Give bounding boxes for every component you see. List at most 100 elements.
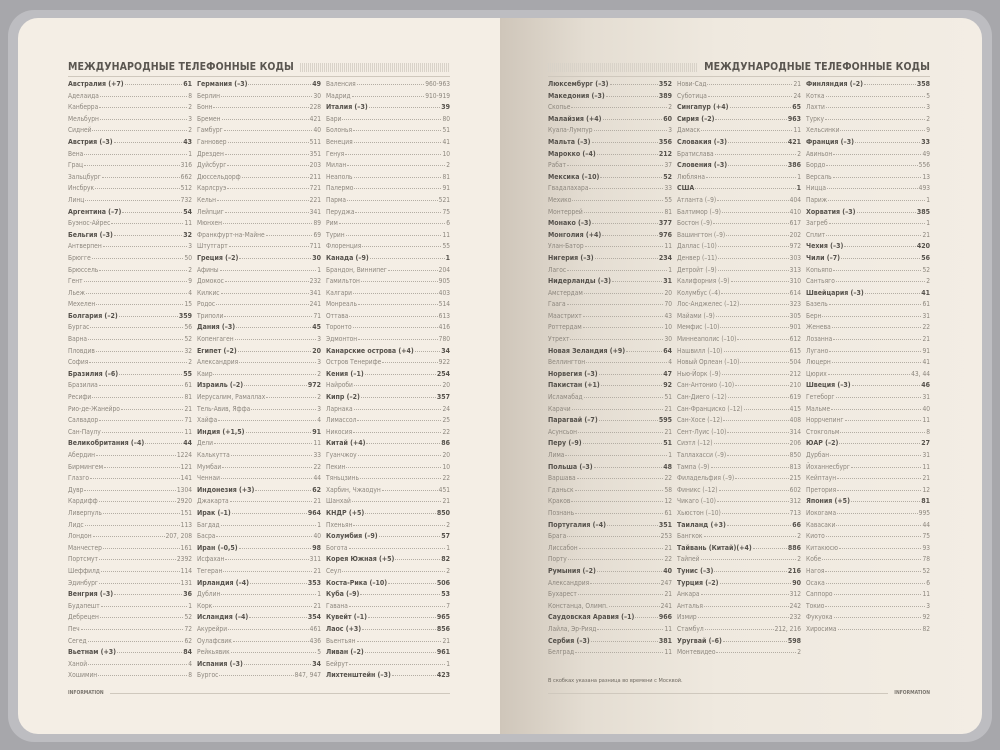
dot-leader — [84, 165, 180, 167]
phone-code: 2 — [797, 555, 801, 564]
dot-leader — [566, 304, 664, 306]
place-name: Словакия (–3) — [677, 137, 728, 146]
city-row: Дебрецен 52 — [68, 613, 192, 625]
city-row: Анкара 312 — [677, 590, 801, 602]
city-row: Монреаль 514 — [326, 300, 450, 312]
place-name: Сан-Франциско (–12) — [677, 404, 743, 413]
place-name: Остров Тенерифе — [326, 358, 382, 367]
phone-code: 81 — [664, 207, 672, 216]
dot-leader — [714, 153, 797, 155]
place-name: Никосия — [326, 427, 353, 436]
city-row: Лос-Анджелес (–12) 323 — [677, 300, 801, 312]
dot-leader — [565, 455, 668, 456]
phone-code: 922 — [438, 358, 450, 367]
place-name: Варшава — [548, 474, 576, 483]
place-name: Перу (–9) — [548, 439, 582, 448]
place-name: Загреб — [806, 219, 828, 228]
phone-code: 10 — [442, 462, 450, 471]
dot-leader — [223, 130, 313, 132]
dot-leader — [221, 95, 313, 97]
phone-code: 1 — [188, 149, 192, 158]
dot-leader — [833, 153, 922, 155]
place-name: Франция (–3) — [806, 137, 854, 146]
city-row: Парма 521 — [326, 196, 450, 208]
dot-leader — [387, 269, 438, 271]
country-row: Канада (–9) 1 — [326, 254, 450, 266]
city-row: Дублин 1 — [197, 590, 321, 602]
dot-leader — [111, 223, 184, 225]
city-row: Кельн 221 — [197, 196, 321, 208]
phone-code: 960-963 — [425, 80, 450, 88]
phone-code: 358 — [916, 80, 930, 88]
place-name: Болгария (–2) — [68, 311, 118, 320]
phone-code: 5 — [317, 648, 321, 657]
page-footer: INFORMATION — [548, 690, 930, 696]
dot-leader — [626, 350, 663, 352]
phone-code: 4 — [668, 358, 672, 367]
place-name: Стамбул — [677, 624, 704, 633]
city-row: Александрия 3 — [197, 358, 321, 370]
dot-leader — [223, 223, 313, 225]
place-name: Линц — [68, 195, 85, 204]
place-name: Таллахасси (–9) — [677, 451, 727, 459]
place-name: Салвадор — [68, 416, 99, 425]
phone-code: 58 — [664, 485, 672, 494]
phone-code: 614 — [789, 288, 801, 297]
dot-leader — [213, 443, 313, 445]
city-row: Бари 80 — [326, 115, 450, 127]
place-name: Генуя — [326, 149, 345, 158]
phone-code: 254 — [436, 369, 450, 378]
place-name: Констанца, Олимп. — [548, 601, 608, 610]
place-name: Глазго — [68, 474, 89, 483]
dot-leader — [720, 327, 789, 329]
place-name: Новый Орлеан (–10) — [677, 358, 740, 367]
dot-leader — [703, 605, 789, 607]
phone-code: 1 — [446, 543, 450, 552]
place-name: Гуанчжоу — [326, 451, 357, 459]
city-row: Басра 40 — [197, 532, 321, 544]
phone-code: 91 — [312, 427, 321, 436]
phone-code: 81 — [184, 393, 192, 402]
place-name: Турин — [326, 230, 345, 239]
place-name: Саудовская Аравия (–1) — [548, 613, 635, 622]
phone-code: 316 — [180, 161, 192, 170]
dot-leader — [349, 663, 446, 665]
phone-code: 21 — [664, 427, 672, 436]
phone-code: 1 — [797, 172, 801, 181]
phone-code: 11 — [184, 427, 192, 436]
place-name: Сан-Хосе (–12) — [677, 416, 723, 425]
dot-leader — [864, 84, 916, 85]
dot-leader — [726, 524, 792, 526]
phone-code: 1 — [796, 184, 801, 193]
phone-code: 20 — [312, 346, 321, 355]
dot-leader — [600, 176, 663, 178]
place-name: Канарские острова (+4) — [326, 346, 414, 355]
place-name: Братислава — [677, 149, 714, 158]
country-row: Сирия (–2) 963 — [677, 115, 801, 127]
place-name: Марокко (–4) — [548, 149, 596, 158]
dot-leader — [700, 559, 797, 561]
place-name: Лахти — [806, 103, 825, 112]
place-name: Копьяпо — [806, 265, 833, 274]
phone-code: 8 — [926, 427, 930, 436]
dot-leader — [598, 420, 658, 422]
phone-code: 6 — [446, 219, 450, 228]
place-name: Словения (–3) — [677, 161, 728, 170]
place-name: Лос-Анджелес (–12) — [677, 300, 740, 309]
city-row: Шанхай 21 — [326, 497, 450, 509]
phone-code: 421 — [309, 114, 321, 123]
place-name: Лихтенштейн (–3) — [326, 671, 391, 680]
dot-leader — [378, 536, 441, 538]
city-row: Антверпен 3 — [68, 242, 192, 254]
phone-code: 44 — [183, 439, 192, 448]
city-row: Гетеборг 31 — [806, 393, 930, 405]
country-row: Люксембург (–3) 352 — [548, 80, 672, 92]
place-name: Кавасаки — [806, 520, 836, 529]
place-name: Бордо — [806, 161, 826, 170]
city-row: Дрезден 351 — [197, 150, 321, 162]
dot-leader — [830, 455, 922, 456]
dot-leader — [571, 501, 664, 503]
phone-code: 24 — [442, 404, 450, 413]
place-name: Фукуока — [806, 613, 833, 622]
dot-leader — [605, 95, 658, 97]
